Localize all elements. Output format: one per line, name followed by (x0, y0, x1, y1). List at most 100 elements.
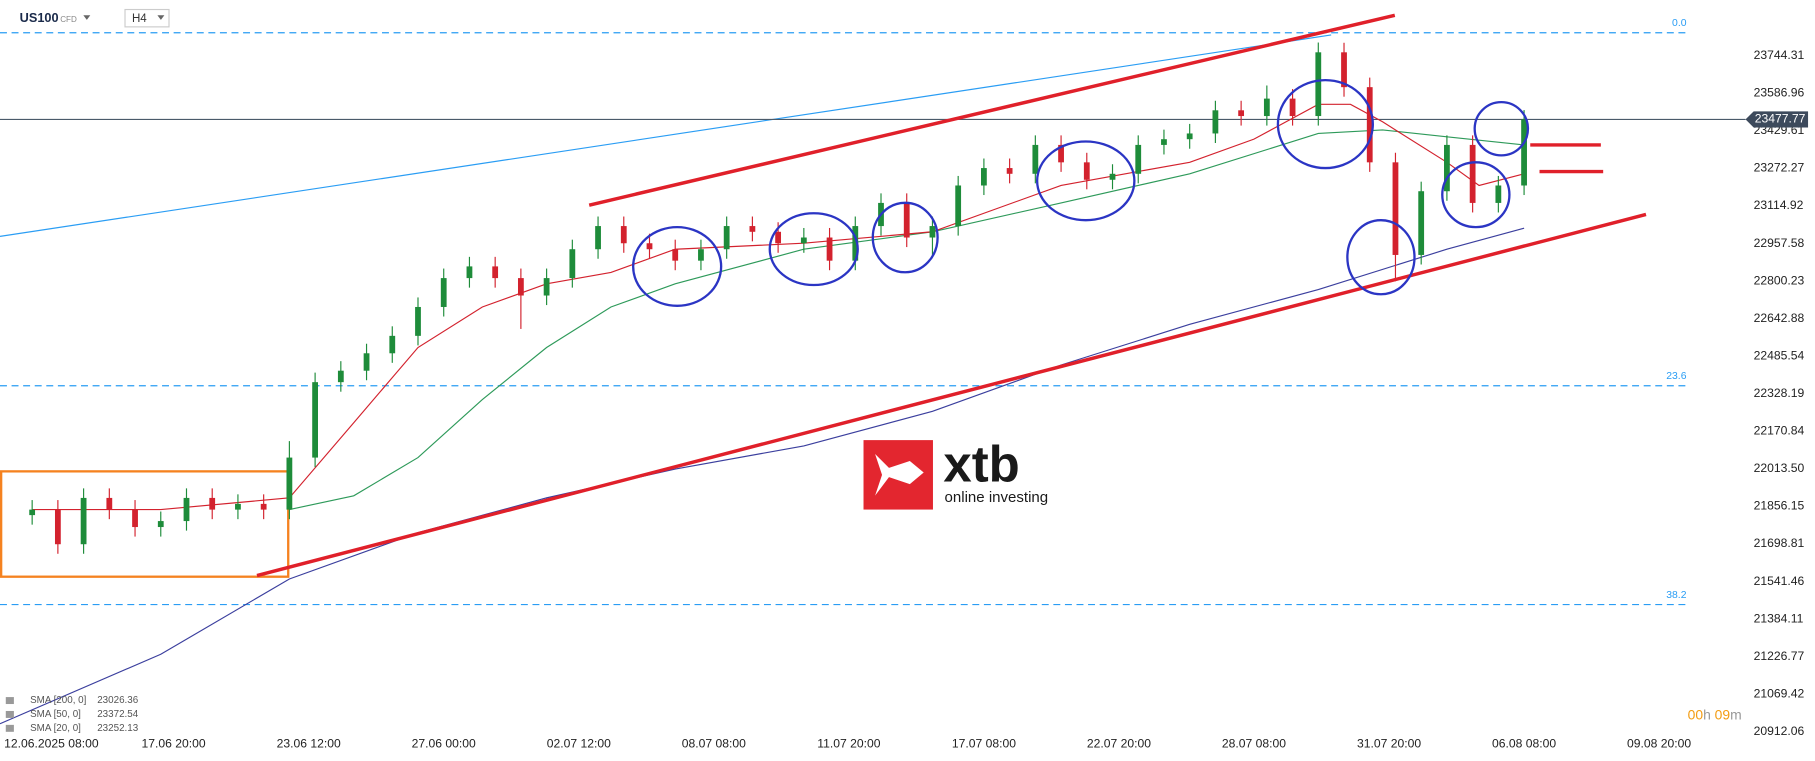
candle-body (620, 226, 627, 244)
candle-body (698, 249, 704, 261)
candle-body (157, 521, 164, 528)
y-tick-label: 22485.54 (1754, 348, 1805, 362)
candle-body (80, 497, 87, 545)
sma-line (32, 103, 1525, 511)
candle-body (595, 226, 601, 250)
fib-label: 23.6 (1666, 371, 1686, 382)
candle-body (1366, 87, 1373, 163)
trend-line (0, 34, 1332, 237)
y-tick-label: 23114.92 (1754, 198, 1804, 212)
x-tick-label: 09.08 20:00 (1627, 737, 1691, 751)
candle-body (1006, 168, 1013, 174)
candle-body (286, 457, 293, 510)
candle-body (1161, 139, 1167, 145)
candle-body (260, 503, 267, 510)
y-tick-label: 20912.06 (1754, 724, 1805, 738)
legend-swatch (5, 724, 14, 732)
dropdown-arrow[interactable] (83, 15, 91, 20)
y-tick-label: 22328.19 (1754, 386, 1805, 400)
candle-body (1341, 52, 1347, 88)
candle-body (955, 185, 962, 227)
x-tick-label: 28.07 08:00 (1222, 737, 1286, 751)
y-tick-label: 23586.96 (1754, 86, 1805, 100)
range-box (0, 470, 290, 578)
y-tick-label: 21226.77 (1754, 649, 1805, 663)
candle-body (903, 202, 910, 238)
highlight-circle (1473, 100, 1530, 157)
candle-body (183, 497, 190, 522)
toolbar: US100 CFD H4 (20, 8, 170, 28)
candle-body (569, 249, 576, 279)
y-tick-label: 22642.88 (1754, 311, 1805, 325)
legend-name: SMA [20, 0] (30, 723, 81, 734)
candle-body (517, 278, 524, 296)
candle-body (1392, 162, 1399, 255)
y-tick-label: 21541.46 (1754, 574, 1805, 588)
candle-body (1109, 173, 1116, 180)
candle-body (1083, 162, 1090, 180)
candle-body (646, 243, 653, 250)
candle-body (1444, 144, 1450, 192)
legend-name: SMA [200, 0] (30, 695, 87, 706)
countdown: 00h 09m (1688, 706, 1742, 722)
x-tick-label: 17.06 20:00 (142, 737, 206, 751)
symbol[interactable]: US100 (20, 10, 59, 25)
candle-body (1263, 98, 1270, 117)
legend-name: SMA [50, 0] (30, 709, 81, 720)
timeframe-box[interactable] (124, 8, 170, 28)
candle-body (1186, 133, 1193, 140)
candle-body (800, 237, 807, 244)
watermark: xtb online investing (863, 435, 1048, 510)
instrument-type: CFD (60, 15, 77, 24)
candle-body (1032, 144, 1039, 174)
sma-line (0, 227, 1525, 725)
y-tick-label: 22800.23 (1754, 273, 1805, 287)
countdown-part: h (1703, 706, 1711, 722)
candle-body (1495, 185, 1502, 203)
candle-body (389, 335, 396, 354)
x-tick-label: 06.08 08:00 (1492, 737, 1556, 751)
x-tick-label: 12.06.2025 08:00 (4, 737, 99, 751)
dropdown-arrow[interactable] (157, 15, 165, 20)
legend-value: 23026.36 (97, 695, 139, 706)
highlight-circle (768, 212, 859, 287)
candle-body (826, 237, 833, 261)
y-tick-label: 23272.27 (1754, 161, 1805, 175)
candle-body (106, 497, 113, 510)
candle-body (337, 370, 344, 383)
candle-body (29, 509, 36, 516)
y-tick-label: 21069.42 (1754, 686, 1805, 700)
annotation-layer (256, 13, 1647, 578)
plot (0, 42, 1527, 725)
y-tick-label: 22957.58 (1754, 236, 1805, 250)
last-price-label: 23477.77 (1755, 112, 1806, 126)
countdown-part: 09 (1711, 706, 1731, 722)
candle-body (672, 249, 679, 261)
highlight-circle (871, 201, 939, 274)
candle-body (1135, 144, 1142, 174)
x-tick-label: 17.07 08:00 (952, 737, 1016, 751)
y-tick-label: 23744.31 (1754, 48, 1805, 62)
candle-body (440, 278, 447, 307)
legend-swatch (5, 710, 14, 718)
candle-body (775, 231, 782, 244)
x-tick-label: 02.07 12:00 (547, 737, 611, 751)
highlight-circle (1035, 140, 1136, 222)
candle-body (54, 509, 61, 545)
timeframe[interactable]: H4 (132, 13, 147, 25)
candle-body (749, 226, 756, 232)
highlight-circle (1441, 161, 1511, 229)
candle-body (466, 266, 473, 279)
candle-body (312, 382, 318, 458)
y-tick-label: 22013.50 (1754, 461, 1805, 475)
channel-upper (588, 13, 1396, 207)
fib-label: 38.2 (1666, 590, 1686, 601)
fib-label: 0.0 (1672, 18, 1687, 29)
countdown-part: m (1730, 706, 1742, 722)
candle-body (723, 226, 730, 250)
countdown-part: 00 (1688, 706, 1704, 722)
x-tick-label: 23.06 12:00 (277, 737, 341, 751)
x-tick-label: 08.07 08:00 (682, 737, 746, 751)
